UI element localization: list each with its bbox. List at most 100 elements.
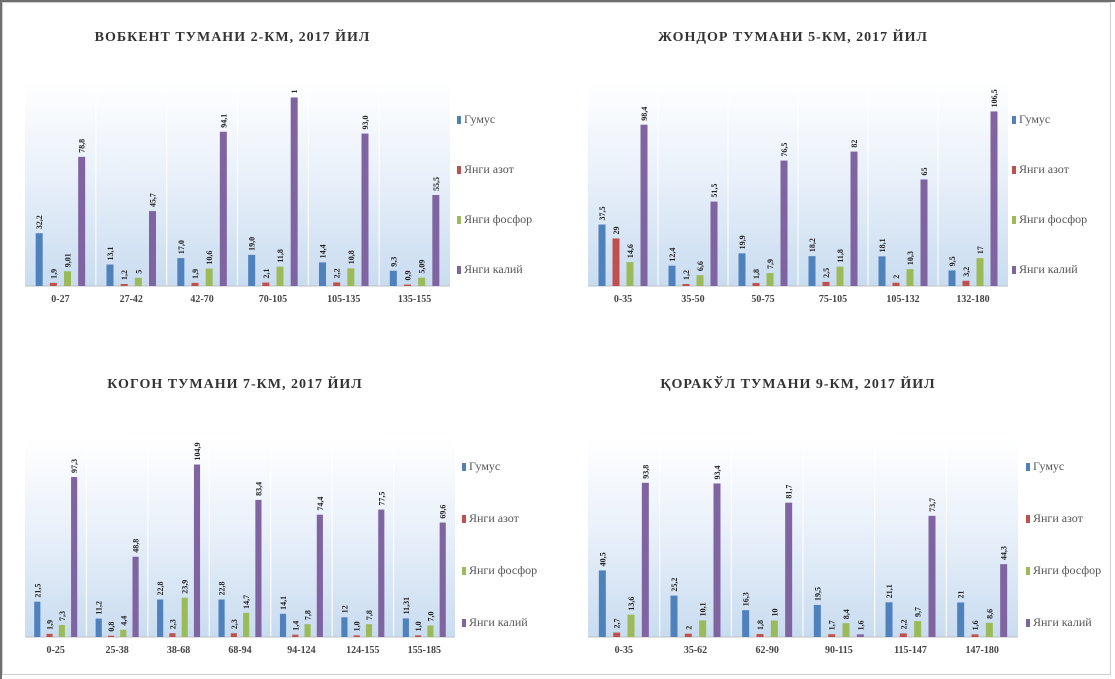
data-label: 7,8	[304, 610, 313, 620]
data-label: 17	[976, 246, 985, 254]
bar-gumus	[738, 253, 746, 286]
legend-swatch	[1012, 116, 1016, 124]
data-label: 94,1	[219, 114, 228, 128]
data-label: 19,5	[813, 587, 822, 601]
bar-gumus	[389, 270, 397, 286]
data-label: 11,8	[276, 249, 285, 263]
data-label: 1,9	[49, 269, 58, 279]
legend-swatch	[1026, 515, 1030, 523]
bar-kaliy	[710, 201, 718, 286]
data-label: 2,2	[333, 268, 342, 278]
data-label: 37,5	[598, 207, 607, 221]
chart-panel-jondor: ЖОНДОР ТУМАНИ 5-КМ, 2017 ЙИЛ 37,5 29 14,6 98…	[578, 28, 1108, 318]
data-label: 93,4	[713, 465, 722, 479]
data-label: 97,3	[70, 459, 79, 473]
bar-fosfor	[134, 277, 142, 286]
bar-gumus	[742, 610, 750, 637]
legend-item-gumus: Гумус	[457, 112, 495, 126]
bar-fosfor	[365, 624, 373, 637]
legend-item-kaliy: Янги калий	[1026, 615, 1092, 629]
data-label: 1,9	[191, 269, 200, 279]
data-label: 93,0	[361, 116, 370, 130]
data-label: 9,3	[389, 257, 398, 267]
legend-swatch	[1026, 463, 1030, 471]
data-label: 7,9	[766, 259, 775, 269]
data-label: 48,8	[132, 539, 141, 553]
x-tick-label: 35-50	[681, 294, 704, 305]
bar-fosfor	[304, 624, 311, 637]
data-label: 10,6	[205, 251, 214, 265]
data-label: 21,5	[33, 584, 42, 598]
data-label: 93,8	[641, 465, 650, 479]
legend-label: Янги фосфор	[464, 212, 532, 226]
chart-title: ҚОРАКЎЛ ТУМАНИ 9-КМ, 2017 ЙИЛ	[660, 377, 936, 392]
x-tick-label: 27-42	[120, 294, 143, 305]
legend-item-azot: Янги азот	[462, 511, 520, 525]
bar-azot	[822, 281, 830, 286]
chart-svg: 40,5 2,7 13,6 93,8 0-35 25,2 2 10,1 93,4 35-62 16,…	[588, 437, 1101, 656]
bar-gumus	[957, 602, 965, 637]
data-label: 14,1	[279, 596, 288, 610]
legend-item-fosfor: Янги фосфор	[1012, 212, 1087, 226]
bar-azot	[892, 282, 900, 286]
data-label: 9,5	[948, 256, 957, 266]
data-label: 1,8	[756, 620, 765, 630]
data-label: 7,3	[58, 611, 67, 621]
bar-gumus	[95, 618, 102, 637]
x-tick-label: 147-180	[965, 645, 998, 656]
x-tick-label: 132-180	[956, 294, 989, 305]
data-label: 1,6	[856, 620, 865, 630]
legend-item-gumus: Гумус	[462, 459, 500, 473]
legend-item-azot: Янги азот	[1012, 162, 1070, 176]
bar-kaliy	[132, 556, 139, 637]
data-label: 12	[340, 605, 349, 613]
data-label: 55,5	[432, 177, 441, 191]
data-label: 21,1	[885, 584, 894, 598]
data-label: 8,4	[842, 609, 851, 619]
x-tick-label: 68-94	[228, 645, 251, 656]
bar-fosfor	[276, 266, 284, 286]
data-label: 8,6	[985, 609, 994, 619]
legend-swatch	[457, 116, 461, 124]
data-label: 104,9	[193, 443, 202, 461]
bar-kaliy	[713, 483, 721, 637]
bar-kaliy	[193, 464, 201, 637]
bar-kaliy	[780, 160, 788, 286]
x-tick-label: 94-124	[287, 645, 315, 656]
data-label: 0,8	[107, 622, 116, 632]
legend-swatch	[457, 266, 461, 274]
bar-azot	[752, 283, 760, 286]
bar-kaliy	[361, 133, 369, 286]
data-label: 78,8	[78, 139, 87, 153]
data-label: 32,2	[35, 215, 44, 229]
x-tick-label: 25-38	[105, 645, 128, 656]
legend-item-kaliy: Янги калий	[1012, 262, 1078, 276]
bar-fosfor	[842, 623, 850, 637]
data-label: 23,9	[181, 580, 190, 594]
bar-azot	[971, 634, 979, 637]
chart-title: КОГОН ТУМАНИ 7-КМ, 2017 ЙИЛ	[107, 377, 363, 392]
data-label: 98,4	[640, 107, 649, 121]
data-label: 2,3	[168, 619, 177, 629]
x-tick-label: 42-70	[190, 294, 213, 305]
data-label: 12,4	[668, 248, 677, 262]
x-tick-label: 35-62	[684, 645, 707, 656]
bar-kaliy	[990, 111, 998, 286]
data-label: 9,01	[64, 253, 73, 267]
bar-kaliy	[316, 514, 323, 637]
bar-azot	[262, 282, 270, 286]
data-label: 13,6	[627, 597, 636, 611]
chart-svg: 21,5 1,97,3 97,3 0-25 11,20,84,4 48,8 25-38 22,…	[25, 437, 537, 656]
x-tick-label: 62-90	[755, 645, 778, 656]
data-label: 2	[892, 275, 901, 279]
data-label: 3,2	[962, 267, 971, 277]
legend-label: Гумус	[1019, 112, 1050, 126]
data-label: 5,09	[418, 260, 427, 274]
bar-azot	[404, 284, 411, 286]
x-tick-label: 124-155	[346, 645, 379, 656]
bar-gumus	[670, 595, 678, 637]
data-label: 14,7	[242, 595, 251, 609]
bar-fosfor	[836, 266, 844, 286]
bar-azot	[353, 635, 360, 637]
